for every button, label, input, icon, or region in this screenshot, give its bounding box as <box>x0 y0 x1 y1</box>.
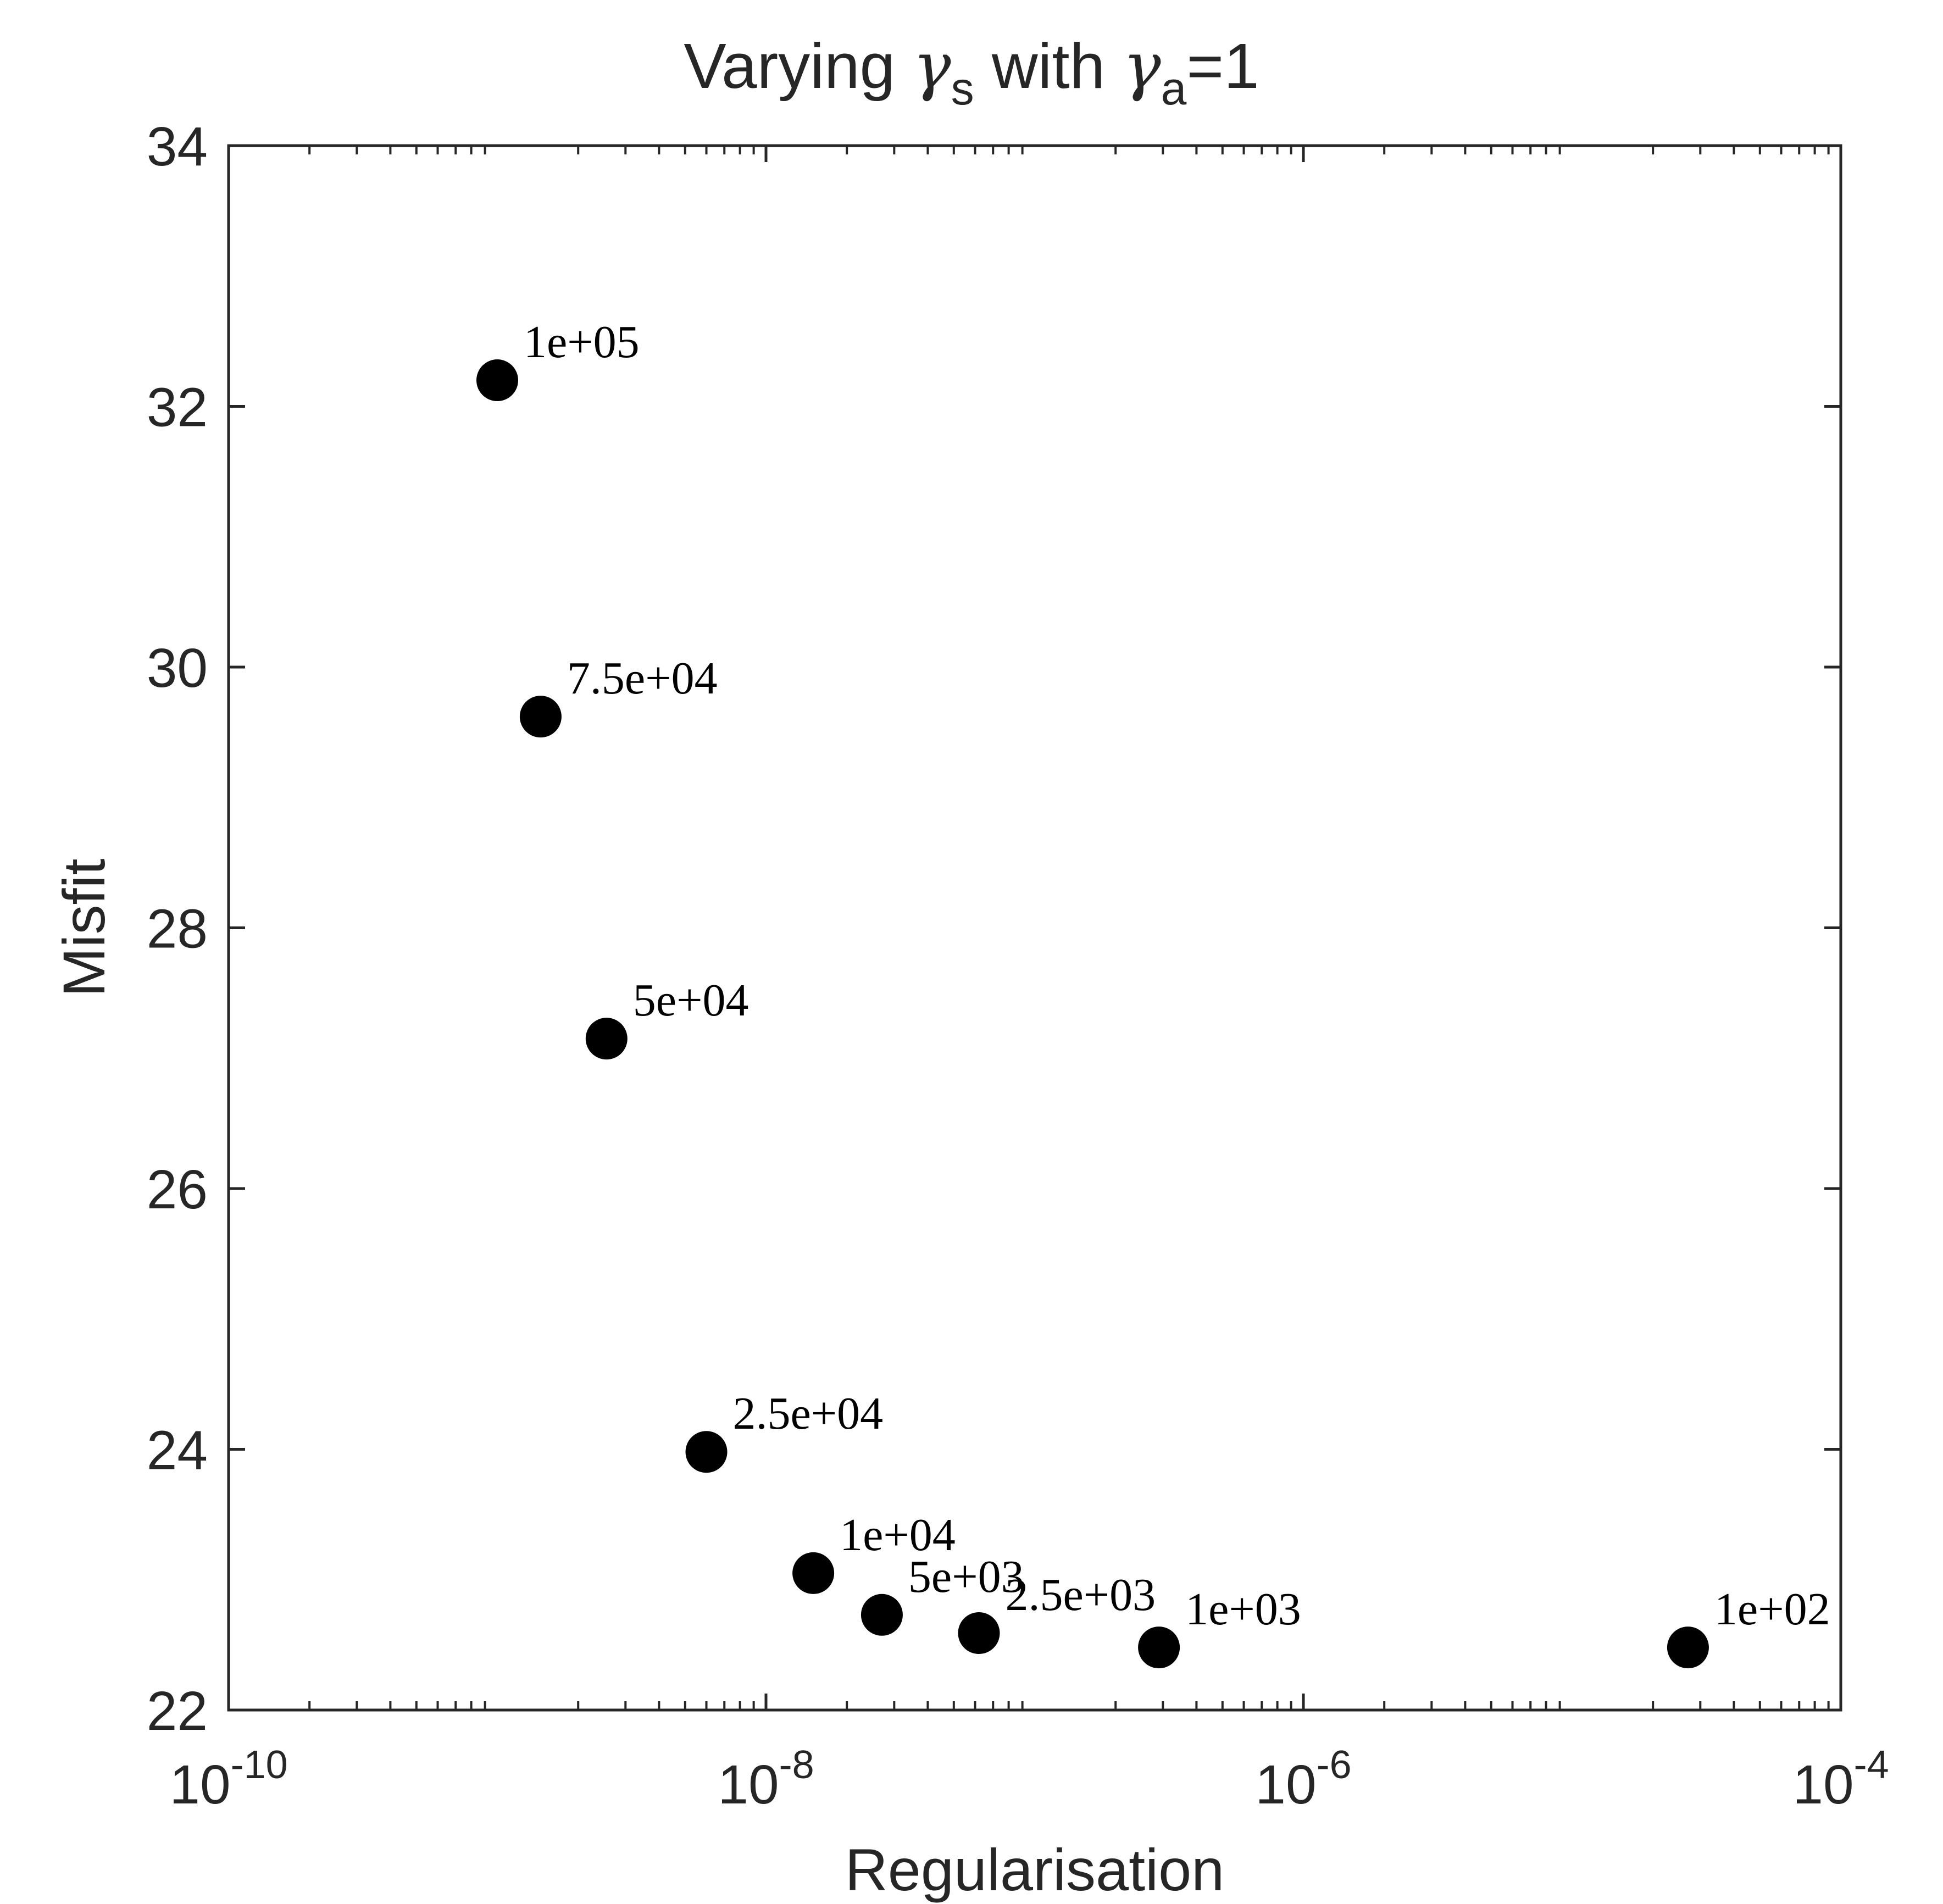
title-part: s <box>951 63 974 114</box>
point-label: 1e+04 <box>840 1509 956 1561</box>
y-tick-label: 32 <box>147 377 208 438</box>
title-part: γ <box>1123 29 1161 103</box>
point-label: 1e+05 <box>524 317 640 368</box>
y-tick-label: 24 <box>147 1420 208 1481</box>
data-point <box>476 359 518 402</box>
data-point <box>685 1431 728 1473</box>
data-point <box>792 1552 835 1594</box>
y-tick-label: 28 <box>147 898 208 960</box>
plot-frame <box>227 144 1842 1712</box>
y-tick-label: 30 <box>147 637 208 699</box>
title-part: γ <box>913 29 951 103</box>
title-part: =1 <box>1186 30 1259 102</box>
title-part: with <box>974 30 1123 102</box>
data-point <box>861 1594 903 1636</box>
x-tick-label: 10-10 <box>169 1743 287 1816</box>
y-axis-label: Misfit <box>51 859 117 997</box>
y-tick-label: 22 <box>147 1680 208 1742</box>
chart-title: Varying γs with γa=1 <box>684 29 1259 114</box>
axes: 22 24 26 28 30 32 34 10-10 10-8 10-6 10-4 <box>147 116 1889 1816</box>
data-point <box>958 1612 1000 1655</box>
point-label: 2.5e+03 <box>1005 1569 1156 1620</box>
x-tick-label: 10-6 <box>1255 1743 1351 1816</box>
title-part: a <box>1161 63 1187 114</box>
title-part: Varying <box>684 30 913 102</box>
data-points: 1e+05 7.5e+04 5e+04 2.5e+04 1e+045e+032.5e+0… <box>476 317 1830 1669</box>
chart-title-text: Varying γs with γa=1 <box>684 29 1259 114</box>
x-tick-label: 10-8 <box>718 1743 814 1816</box>
point-label: 2.5e+04 <box>733 1388 884 1439</box>
data-point <box>585 1018 628 1060</box>
point-label: 1e+02 <box>1714 1584 1830 1635</box>
point-label: 5e+04 <box>633 975 749 1026</box>
point-label: 1e+03 <box>1185 1584 1301 1635</box>
point-label: 5e+03 <box>908 1551 1024 1602</box>
point-label: 7.5e+04 <box>567 653 718 704</box>
x-tick-label: 10-4 <box>1792 1743 1889 1816</box>
y-tick-label: 34 <box>147 116 208 177</box>
data-point <box>1667 1627 1709 1669</box>
y-tick-label: 26 <box>147 1159 208 1220</box>
data-point <box>519 696 562 738</box>
x-axis-label: Regularisation <box>845 1836 1224 1903</box>
data-point <box>1138 1627 1180 1669</box>
